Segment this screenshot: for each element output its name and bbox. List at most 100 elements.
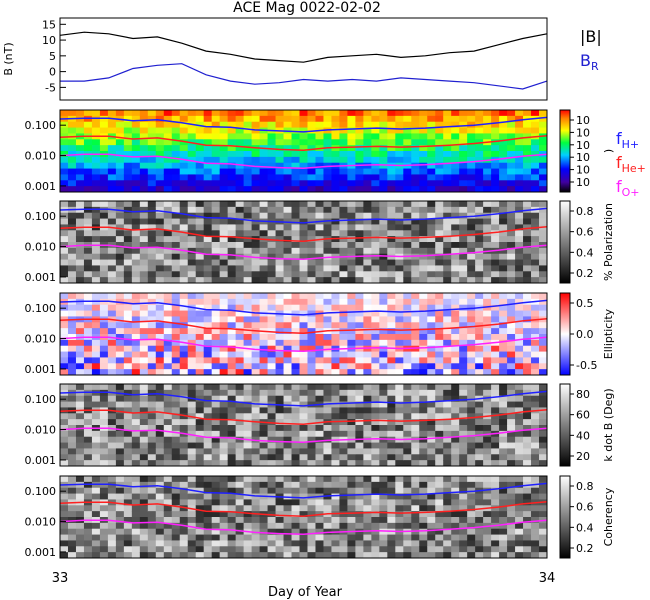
spectrogram-cell bbox=[355, 522, 364, 530]
colorbar-2-tick-label: 0.4 bbox=[576, 246, 594, 259]
spectrogram-cell bbox=[203, 339, 213, 347]
spectrogram-cell bbox=[411, 156, 420, 164]
spectrogram-cell bbox=[443, 522, 452, 530]
spectrogram-cell bbox=[179, 534, 189, 541]
spectrogram-cell bbox=[371, 265, 380, 272]
spectrogram-cell bbox=[483, 265, 492, 272]
spectrogram-cell bbox=[99, 528, 109, 536]
spectrogram-cell bbox=[219, 522, 229, 530]
spectrogram-cell bbox=[115, 145, 125, 152]
spectrogram-cell bbox=[147, 505, 157, 512]
spectrogram-cell bbox=[371, 162, 380, 170]
spectrogram-cell bbox=[115, 511, 125, 518]
spectrogram-cell bbox=[395, 316, 404, 323]
spectrogram-cell bbox=[123, 186, 133, 193]
spectrogram-cell bbox=[483, 395, 492, 403]
spectrogram-cell bbox=[323, 212, 332, 220]
spectrogram-cell bbox=[315, 517, 324, 524]
spectrogram-cell bbox=[243, 277, 253, 284]
spectrogram-cell bbox=[403, 174, 412, 181]
spectrogram-cell bbox=[115, 334, 125, 341]
spectrogram-cell bbox=[75, 522, 85, 530]
spectrogram-cell bbox=[259, 487, 269, 495]
spectrogram-cell bbox=[291, 298, 300, 306]
spectrogram-cell bbox=[435, 546, 444, 553]
spectrogram-cell bbox=[323, 310, 332, 317]
spectrogram-cell bbox=[371, 145, 380, 152]
spectrogram-cell bbox=[139, 389, 149, 397]
spectrogram-cell bbox=[123, 351, 133, 358]
spectrogram-cell bbox=[331, 401, 340, 408]
spectrogram-cell bbox=[275, 236, 285, 243]
spectrogram-cell bbox=[163, 236, 173, 243]
spectrogram-cell bbox=[467, 448, 476, 455]
spectrogram-cell bbox=[515, 145, 524, 152]
spectrogram-cell bbox=[491, 442, 500, 449]
spectrogram-cell bbox=[435, 121, 444, 129]
spectrogram-cell bbox=[395, 419, 404, 426]
spectrogram-cell bbox=[171, 552, 181, 559]
spectrogram-cell bbox=[75, 127, 85, 134]
spectrogram-cell bbox=[115, 430, 125, 438]
spectrogram-cell bbox=[123, 546, 133, 553]
spectrogram-cell bbox=[131, 206, 141, 214]
spectrogram-cell bbox=[347, 139, 356, 146]
spectrogram-cell bbox=[539, 454, 548, 461]
spectrogram-cell bbox=[259, 201, 269, 208]
spectrogram-cell bbox=[171, 419, 181, 426]
spectrogram-cell bbox=[203, 552, 213, 559]
spectrogram-cell bbox=[435, 425, 444, 432]
spectrogram-cell bbox=[67, 413, 77, 420]
spectrogram-cell bbox=[131, 180, 141, 187]
spectrogram-cell bbox=[107, 156, 117, 164]
spectrogram-cell bbox=[99, 552, 109, 559]
spectrogram-cell bbox=[259, 389, 269, 397]
spectrogram-cell bbox=[139, 110, 149, 117]
spectrogram-cell bbox=[195, 316, 205, 323]
gyro-line-2-Oplus bbox=[59, 244, 548, 261]
spectrogram-cell bbox=[203, 310, 213, 317]
spectrogram-cell bbox=[515, 460, 524, 467]
spectrogram-cell bbox=[291, 328, 300, 335]
spectrogram-cell bbox=[187, 145, 197, 152]
panel-frame-field-panel bbox=[59, 17, 548, 101]
spectrogram-cell bbox=[475, 186, 484, 193]
spectrogram-cell bbox=[163, 413, 173, 420]
spectrogram-cell bbox=[211, 127, 221, 134]
spectrogram-cell bbox=[339, 236, 348, 243]
spectrogram-cell bbox=[251, 265, 261, 272]
spectrogram-cell bbox=[475, 454, 484, 461]
spectrogram-cell bbox=[75, 253, 85, 261]
spectrogram-cell bbox=[195, 351, 205, 358]
spectrogram-cell bbox=[275, 505, 285, 512]
spectrogram-cell bbox=[435, 357, 444, 364]
spectrogram-cell bbox=[339, 448, 348, 455]
spectrogram-cell bbox=[115, 442, 125, 449]
spectrogram-cell bbox=[323, 322, 332, 329]
spectrogram-cell bbox=[195, 133, 205, 140]
colorbar-2-bar bbox=[559, 200, 571, 284]
spectrogram-cell bbox=[291, 127, 300, 134]
spectrogram-cell bbox=[539, 476, 548, 483]
field-series-b-r bbox=[60, 63, 548, 90]
spectrogram-cell bbox=[243, 304, 253, 312]
spectrogram-cell bbox=[507, 505, 516, 512]
spectrogram-cell bbox=[99, 201, 109, 208]
spectrogram-cell bbox=[371, 156, 380, 164]
spectrogram-cell bbox=[339, 259, 348, 266]
gyro-line-3-Hplus bbox=[59, 299, 548, 316]
spectrogram-cell bbox=[315, 242, 324, 249]
spectrogram-cell bbox=[139, 186, 149, 193]
spectrogram-cell bbox=[347, 271, 356, 278]
spectrogram-cell bbox=[507, 345, 516, 353]
spectrogram-cell bbox=[307, 253, 316, 261]
spectrogram-cell bbox=[299, 127, 308, 134]
spectrogram-cell bbox=[163, 425, 173, 432]
spectrogram-cell bbox=[491, 180, 500, 187]
spectrogram-cell bbox=[243, 230, 253, 237]
spectrogram-cell bbox=[347, 487, 356, 495]
spectrogram-cell bbox=[203, 201, 213, 208]
spectrogram-cell bbox=[427, 310, 436, 317]
spectrogram-cell bbox=[131, 133, 141, 140]
spectrogram-cell bbox=[435, 139, 444, 146]
